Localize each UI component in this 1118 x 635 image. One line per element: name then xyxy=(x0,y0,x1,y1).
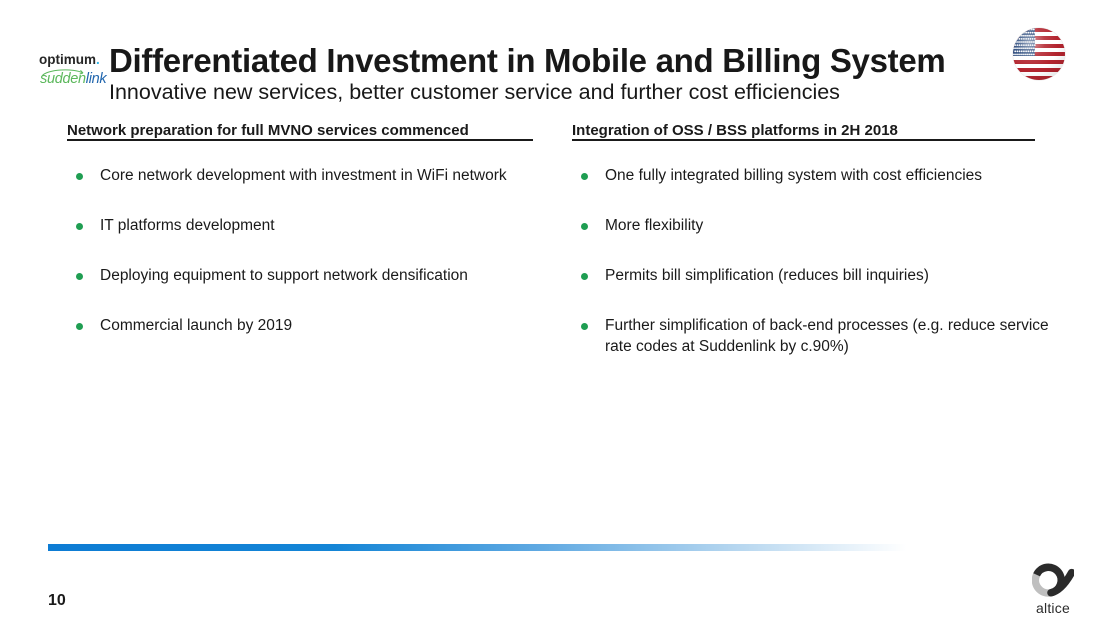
svg-text:optimum.: optimum. xyxy=(39,52,100,67)
svg-text:suddenlink: suddenlink xyxy=(40,71,107,87)
